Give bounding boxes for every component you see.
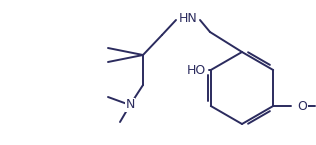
Text: O: O	[297, 99, 307, 113]
Text: HN: HN	[179, 11, 198, 25]
Text: N: N	[125, 98, 135, 112]
Text: HO: HO	[187, 64, 206, 77]
